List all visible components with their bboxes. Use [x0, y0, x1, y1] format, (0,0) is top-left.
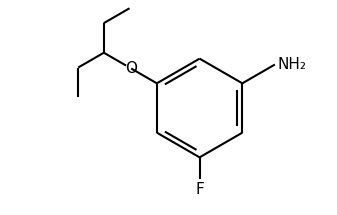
- Text: NH₂: NH₂: [278, 57, 307, 72]
- Text: F: F: [195, 182, 204, 197]
- Text: O: O: [125, 61, 137, 76]
